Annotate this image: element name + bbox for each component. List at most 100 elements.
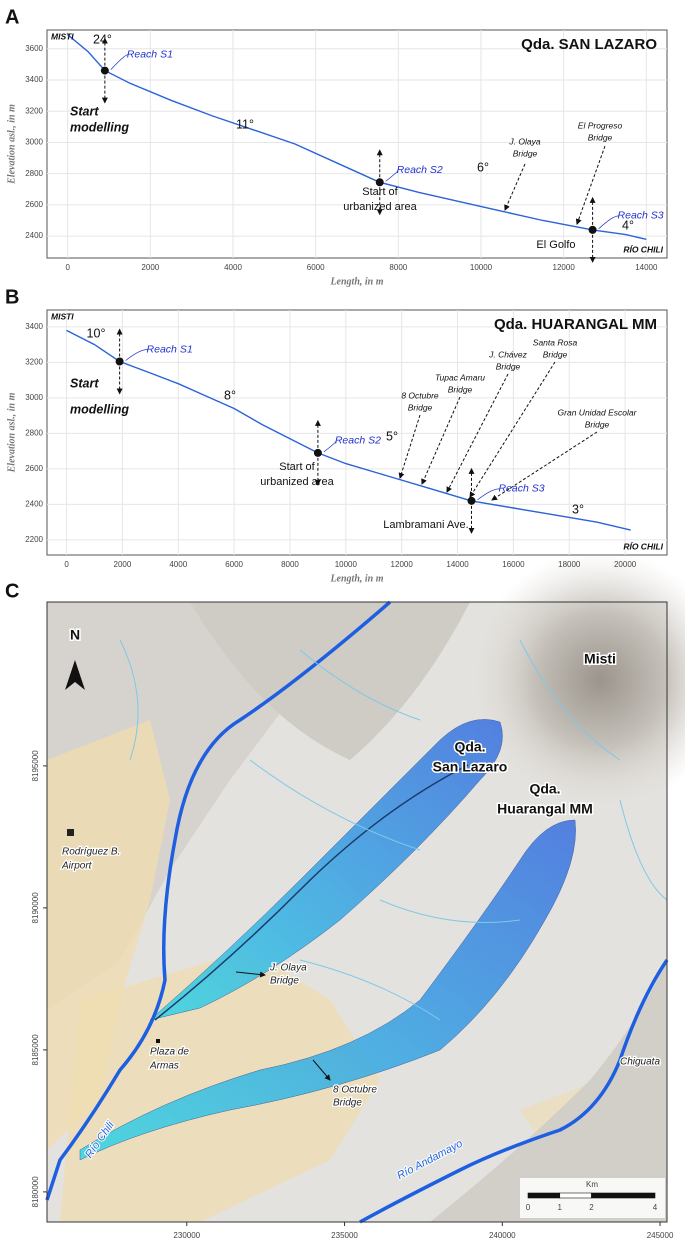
y-axis-title: Elevation asl., in m [6, 392, 17, 473]
annotation: Start of [279, 461, 315, 473]
map-label: Rodríguez B. [62, 847, 120, 858]
map-label: Chiguata [620, 1057, 660, 1068]
annotation: Lambramani Ave. [383, 519, 468, 531]
annotation: Bridge [496, 361, 521, 371]
scale-unit: Km [586, 1180, 598, 1189]
x-tick-label: 8000 [281, 560, 299, 569]
map-label: Plaza de [150, 1047, 189, 1058]
annotation: urbanized area [260, 476, 334, 488]
annotation: 10° [87, 326, 106, 340]
x-tick-label: 2000 [141, 263, 159, 272]
annotation: Bridge [448, 384, 473, 394]
end-label: RÍO CHILI [623, 244, 663, 254]
leader [477, 488, 500, 501]
y-tick-label: 3400 [25, 322, 43, 331]
x-tick-label: 230000 [173, 1231, 200, 1240]
panel-label: A [5, 6, 19, 28]
annotation: 24° [93, 32, 112, 46]
annotation: 8° [224, 388, 236, 402]
annotation: 8 Octubre [401, 390, 439, 400]
profile-line [66, 329, 631, 531]
plot-area [46, 309, 668, 556]
annotation: El Progreso [578, 120, 623, 130]
reach-label: Reach S3 [618, 210, 664, 222]
reach-label: Reach S2 [335, 435, 381, 447]
y-tick-label: 8185000 [31, 1034, 40, 1066]
annotation: 11° [236, 117, 254, 131]
annotation: Bridge [543, 349, 568, 359]
annotation: J. Chávez [488, 349, 528, 359]
y-tick-label: 3000 [25, 138, 43, 147]
scale-tick-label: 1 [558, 1203, 563, 1212]
reach-label: Reach S1 [127, 48, 173, 60]
map-label: Qda. [529, 781, 560, 797]
x-tick-label: 18000 [558, 560, 581, 569]
profile-line [67, 34, 647, 240]
y-tick-label: 3000 [25, 393, 43, 402]
x-tick-label: 16000 [502, 560, 525, 569]
north-label: N [70, 627, 80, 643]
x-tick-label: 4000 [169, 560, 187, 569]
annotation: modelling [70, 402, 129, 416]
x-tick-label: 14000 [446, 560, 469, 569]
y-tick-label: 2200 [25, 535, 43, 544]
map-label: Huarangal MM [497, 801, 593, 817]
scale-tick-label: 2 [589, 1203, 594, 1212]
leader [323, 440, 337, 453]
map-label: Airport [61, 861, 93, 872]
annotation: Gran Unidad Escolar [558, 407, 638, 417]
map-label: Bridge [333, 1098, 362, 1109]
x-tick-label: 245000 [647, 1231, 674, 1240]
y-tick-label: 3200 [25, 357, 43, 366]
x-tick-label: 10000 [335, 560, 358, 569]
annotation: J. Olaya [508, 136, 540, 146]
x-tick-label: 20000 [614, 560, 637, 569]
annotation: urbanized area [343, 201, 417, 213]
panel-label: C [5, 580, 19, 602]
x-tick-label: 12000 [391, 560, 414, 569]
scale-segment [527, 1192, 561, 1199]
annotation: Start of [362, 186, 398, 198]
y-tick-label: 2600 [25, 464, 43, 473]
annotation: 4° [622, 218, 634, 232]
x-tick-label: 235000 [331, 1231, 358, 1240]
reach-point [588, 225, 597, 234]
chart-title: Qda. HUARANGAL MM [494, 316, 657, 333]
x-tick-label: 0 [64, 560, 69, 569]
scale-segment [559, 1192, 592, 1199]
reach-label: Reach S3 [498, 483, 544, 495]
leader [385, 169, 399, 182]
leader [125, 349, 148, 361]
start-label: MISTI [51, 31, 74, 41]
reach-point [375, 178, 384, 187]
map-label: Armas [149, 1061, 179, 1072]
x-tick-label: 10000 [470, 263, 493, 272]
reach-point [467, 496, 476, 505]
plot-area [46, 29, 668, 259]
x-tick-label: 12000 [553, 263, 576, 272]
annotation: Bridge [585, 419, 610, 429]
map-label: San Lazaro [433, 759, 508, 775]
leader [421, 396, 461, 485]
y-tick-label: 8180000 [31, 1176, 40, 1208]
y-tick-label: 2600 [25, 200, 43, 209]
leader [575, 145, 606, 225]
y-tick-label: 3200 [25, 106, 43, 115]
leader [491, 431, 598, 501]
y-tick-label: 2400 [25, 500, 43, 509]
annotation: Tupac Amaru [435, 372, 485, 382]
end-label: RÍO CHILI [623, 541, 663, 551]
map-label: Qda. [454, 739, 485, 755]
annotation: Santa Rosa [533, 337, 578, 347]
y-tick-label: 8190000 [31, 892, 40, 924]
x-axis-title: Length, in m [329, 573, 383, 584]
scale-tick-label: 4 [653, 1203, 658, 1212]
y-tick-label: 2800 [25, 428, 43, 437]
reach-label: Reach S1 [147, 343, 193, 355]
y-tick-label: 8195000 [31, 750, 40, 782]
panel-label: B [5, 286, 19, 308]
annotation: Bridge [513, 148, 538, 158]
leader [504, 163, 526, 211]
annotation: Start [70, 104, 99, 118]
